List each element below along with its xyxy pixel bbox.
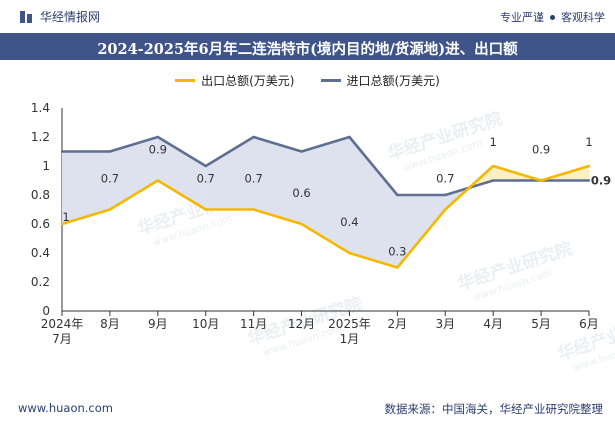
legend-item-import: 进口总额(万美元) [320,72,440,89]
fill-band [349,137,398,268]
export-data-label: 1 [490,135,497,149]
legend-item-export: 出口总额(万美元) [175,72,295,89]
legend-swatch-export [175,79,196,82]
y-tick-label: 0.2 [31,275,50,289]
export-data-label: 0.3 [388,245,406,259]
export-data-label: 0.7 [101,172,119,186]
export-point [60,222,64,226]
y-tick-label: 0.4 [31,246,50,260]
y-tick-label: 1 [42,159,50,173]
tagline: 专业严谨 客观科学 [500,9,605,25]
tagline-2: 客观科学 [561,11,605,24]
legend-label-import: 进口总额(万美元) [346,74,440,88]
fill-band [205,137,254,210]
line-chart: 华经产业研究院www.huaon.com华经产业研究院www.huaon.com… [31,101,615,374]
export-data-label: 0.4 [340,215,358,229]
footer: www.huaon.com 数据来源：中国海关，华经产业研究院整理 [0,393,615,427]
x-tick-label: 10月 [192,317,219,331]
data-labels: 1 0.7 0.9 0.7 0.7 0.6 0.4 0.3 0.7 1 0.9 1 0.9 [62,135,611,259]
fill-band [301,137,350,253]
x-tick-label: 2025年 [328,317,371,331]
fill-band [253,137,302,224]
x-tick-label: 2月 [388,317,408,331]
x-tick-label: 7月 [52,332,72,346]
import-point [444,193,447,197]
brand-logo-icon [20,10,32,23]
y-tick-label: 1.4 [31,101,50,115]
export-data-label: 1 [585,135,592,149]
fill-band [109,137,158,210]
export-point [539,179,543,182]
export-point [396,266,399,269]
import-point [108,150,112,153]
import-line [62,135,589,197]
export-line [61,164,590,269]
export-data-label: 0.7 [244,172,262,186]
export-point [587,164,591,168]
brand-name: 华经情报网 [40,10,101,24]
x-tick-label: 9月 [148,317,168,331]
fill-band [397,195,446,268]
legend-label-export: 出口总额(万美元) [201,74,295,88]
footer-source: 数据来源：中国海关，华经产业研究院整理 [384,402,604,416]
fill-band [62,151,110,224]
export-point [252,208,255,211]
brand: 华经情报网 [20,8,100,25]
import-point [587,179,591,182]
y-tick-label: 0.8 [31,188,50,202]
export-point [348,251,351,255]
tagline-1: 专业严谨 [500,11,544,24]
chart-title: 2024-2025年6月年二连浩特市(境内目的地/货源地)进、出口额 [97,41,518,58]
y-tick-label: 1.2 [31,130,50,144]
legend-swatch-import [320,79,341,82]
export-data-label: 0.9 [532,143,550,157]
export-point [108,208,112,211]
import-point [348,135,351,139]
y-tick-label: 0.6 [31,217,50,231]
export-data-label: 0.7 [197,172,215,186]
import-point [300,150,303,153]
fill-band [157,137,206,210]
export-point [444,208,447,211]
import-point [491,179,495,182]
plot-area [60,135,591,269]
x-tick-label: 6月 [579,317,599,331]
export-data-label: 0.9 [149,143,167,157]
import-point [252,135,255,139]
import-point [204,164,207,168]
import-point [396,193,399,197]
y-tick-label: 0 [42,304,50,318]
export-data-label: 0.6 [292,186,310,200]
legend: 出口总额(万美元) 进口总额(万美元) [0,72,615,89]
export-point [156,179,160,182]
x-tick-label: 5月 [531,317,551,331]
export-point [300,222,303,226]
import-point [156,135,160,139]
export-data-label: 1 [62,210,69,224]
x-tick-label: 12月 [288,317,315,331]
title-bar: 2024-2025年6月年二连浩特市(境内目的地/货源地)进、出口额 [0,33,615,60]
x-tick-label: 3月 [435,317,455,331]
import-data-label: 0.9 [591,174,611,188]
x-tick-label: 8月 [100,317,120,331]
bullet-icon [550,14,555,20]
footer-site: www.huaon.com [18,401,113,415]
top-bar: 华经情报网 专业严谨 客观科学 [0,0,615,33]
import-point [60,150,64,153]
export-point [491,164,495,168]
x-tick-label: 4月 [483,317,503,331]
x-tick-label: 1月 [340,332,360,346]
export-data-label: 0.7 [436,172,454,186]
x-tick-label: 2024年 [41,317,84,331]
x-tick-label: 11月 [240,317,267,331]
export-point [204,208,207,211]
